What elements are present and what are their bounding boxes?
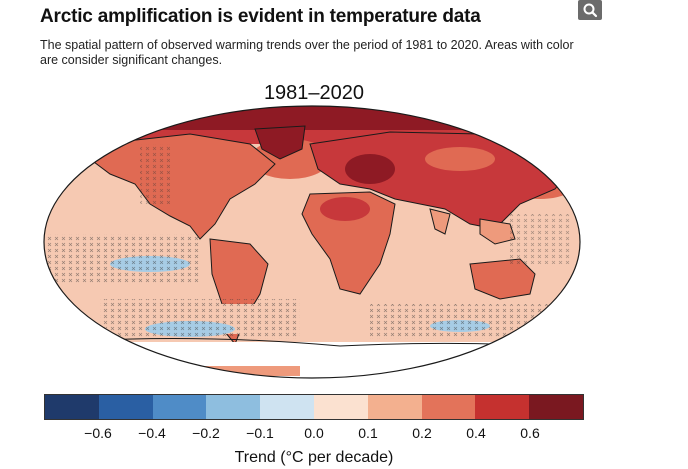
colorbar-swatch bbox=[475, 395, 530, 419]
colorbar bbox=[44, 394, 584, 420]
colorbar-swatch bbox=[313, 395, 368, 419]
colorbar-swatch bbox=[260, 395, 314, 419]
colorbar-tick-label: 0.6 bbox=[520, 425, 540, 441]
colorbar-tick-label: 0.1 bbox=[358, 425, 378, 441]
map-title: 1981–2020 bbox=[263, 82, 365, 104]
colorbar-tick-label: −0.4 bbox=[138, 425, 166, 441]
colorbar-tick-label: −0.2 bbox=[192, 425, 220, 441]
search-icon bbox=[583, 3, 598, 18]
antarctica bbox=[44, 342, 580, 378]
colorbar-swatch bbox=[206, 395, 261, 419]
colorbar-ticks: −0.6 −0.4 −0.2 −0.1 0.0 0.1 0.2 0.4 0.6 bbox=[0, 425, 688, 443]
colorbar-tick-label: 0.4 bbox=[466, 425, 486, 441]
colorbar-tick-label: −0.1 bbox=[246, 425, 274, 441]
colorbar-swatch bbox=[367, 395, 422, 419]
colorbar-swatch bbox=[152, 395, 207, 419]
warming-trend-map bbox=[43, 105, 581, 379]
search-button[interactable] bbox=[578, 0, 602, 20]
article-title: Arctic amplification is evident in tempe… bbox=[40, 6, 481, 27]
colorbar-tick-label: 0.2 bbox=[412, 425, 432, 441]
africa bbox=[301, 191, 396, 295]
arctic-band bbox=[44, 106, 580, 132]
article-description: The spatial pattern of observed warming … bbox=[40, 38, 574, 67]
greenland bbox=[254, 125, 306, 160]
colorbar-tick-label: 0.0 bbox=[304, 425, 324, 441]
colorbar-swatch bbox=[45, 395, 99, 419]
colorbar-swatch bbox=[529, 395, 583, 419]
colorbar-swatch bbox=[98, 395, 153, 419]
colorbar-swatch bbox=[421, 395, 476, 419]
colorbar-label: Trend (°C per decade) bbox=[234, 449, 394, 466]
colorbar-tick-label: −0.6 bbox=[84, 425, 112, 441]
